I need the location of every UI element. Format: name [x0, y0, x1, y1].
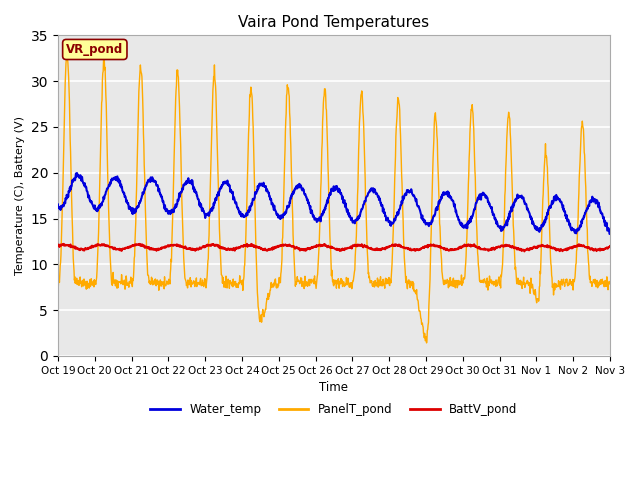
Y-axis label: Temperature (C), Battery (V): Temperature (C), Battery (V)	[15, 116, 25, 275]
X-axis label: Time: Time	[319, 381, 348, 394]
Legend: Water_temp, PanelT_pond, BattV_pond: Water_temp, PanelT_pond, BattV_pond	[145, 398, 522, 420]
Title: Vaira Pond Temperatures: Vaira Pond Temperatures	[238, 15, 429, 30]
Text: VR_pond: VR_pond	[66, 43, 124, 56]
